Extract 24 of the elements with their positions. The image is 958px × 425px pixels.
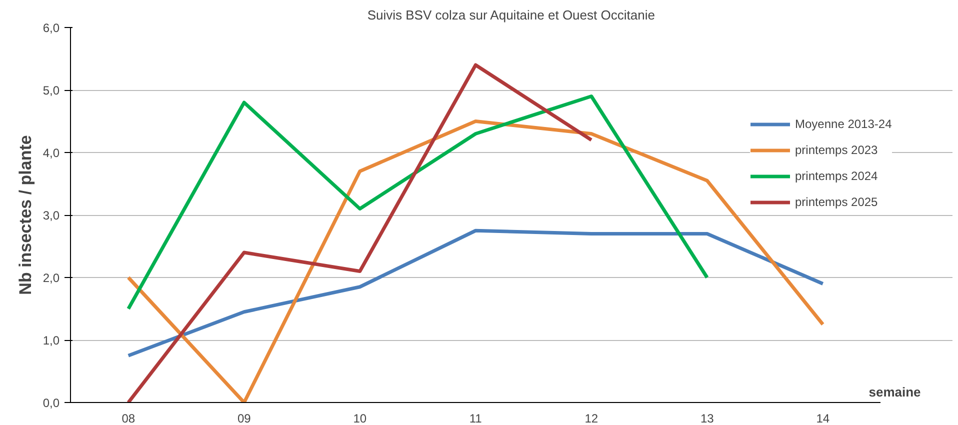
legend-label: printemps 2023	[795, 143, 878, 157]
x-axis-title: semaine	[868, 384, 921, 400]
chart-title: Suivis BSV colza sur Aquitaine et Ouest Occitanie	[367, 8, 655, 22]
y-tick-label: 3,0	[42, 208, 60, 222]
y-tick-label: 0,0	[42, 396, 60, 410]
y-tick-label: 2,0	[42, 271, 60, 285]
x-tick-label: 09	[237, 412, 252, 425]
y-tick-label: 4,0	[42, 146, 60, 160]
x-tick-label: 10	[353, 412, 367, 425]
y-tick-label: 5,0	[42, 84, 60, 98]
line-series	[126, 63, 594, 402]
legend-label: printemps 2024	[795, 169, 878, 183]
y-tick-label: 1,0	[42, 334, 60, 348]
x-tick-label: 08	[122, 412, 136, 425]
y-tick-label: 6,0	[42, 21, 60, 35]
line-series	[126, 94, 709, 310]
y-axis-title: Nb insectes / plante	[16, 135, 35, 295]
legend-label: Moyenne 2013-24	[795, 117, 892, 131]
x-tick-label: 11	[469, 412, 482, 425]
line-series	[126, 228, 825, 358]
legend-label: printemps 2025	[795, 195, 878, 209]
x-tick-label: 13	[700, 412, 714, 425]
x-tick-label: 12	[584, 412, 598, 425]
x-tick-label: 14	[816, 412, 830, 425]
